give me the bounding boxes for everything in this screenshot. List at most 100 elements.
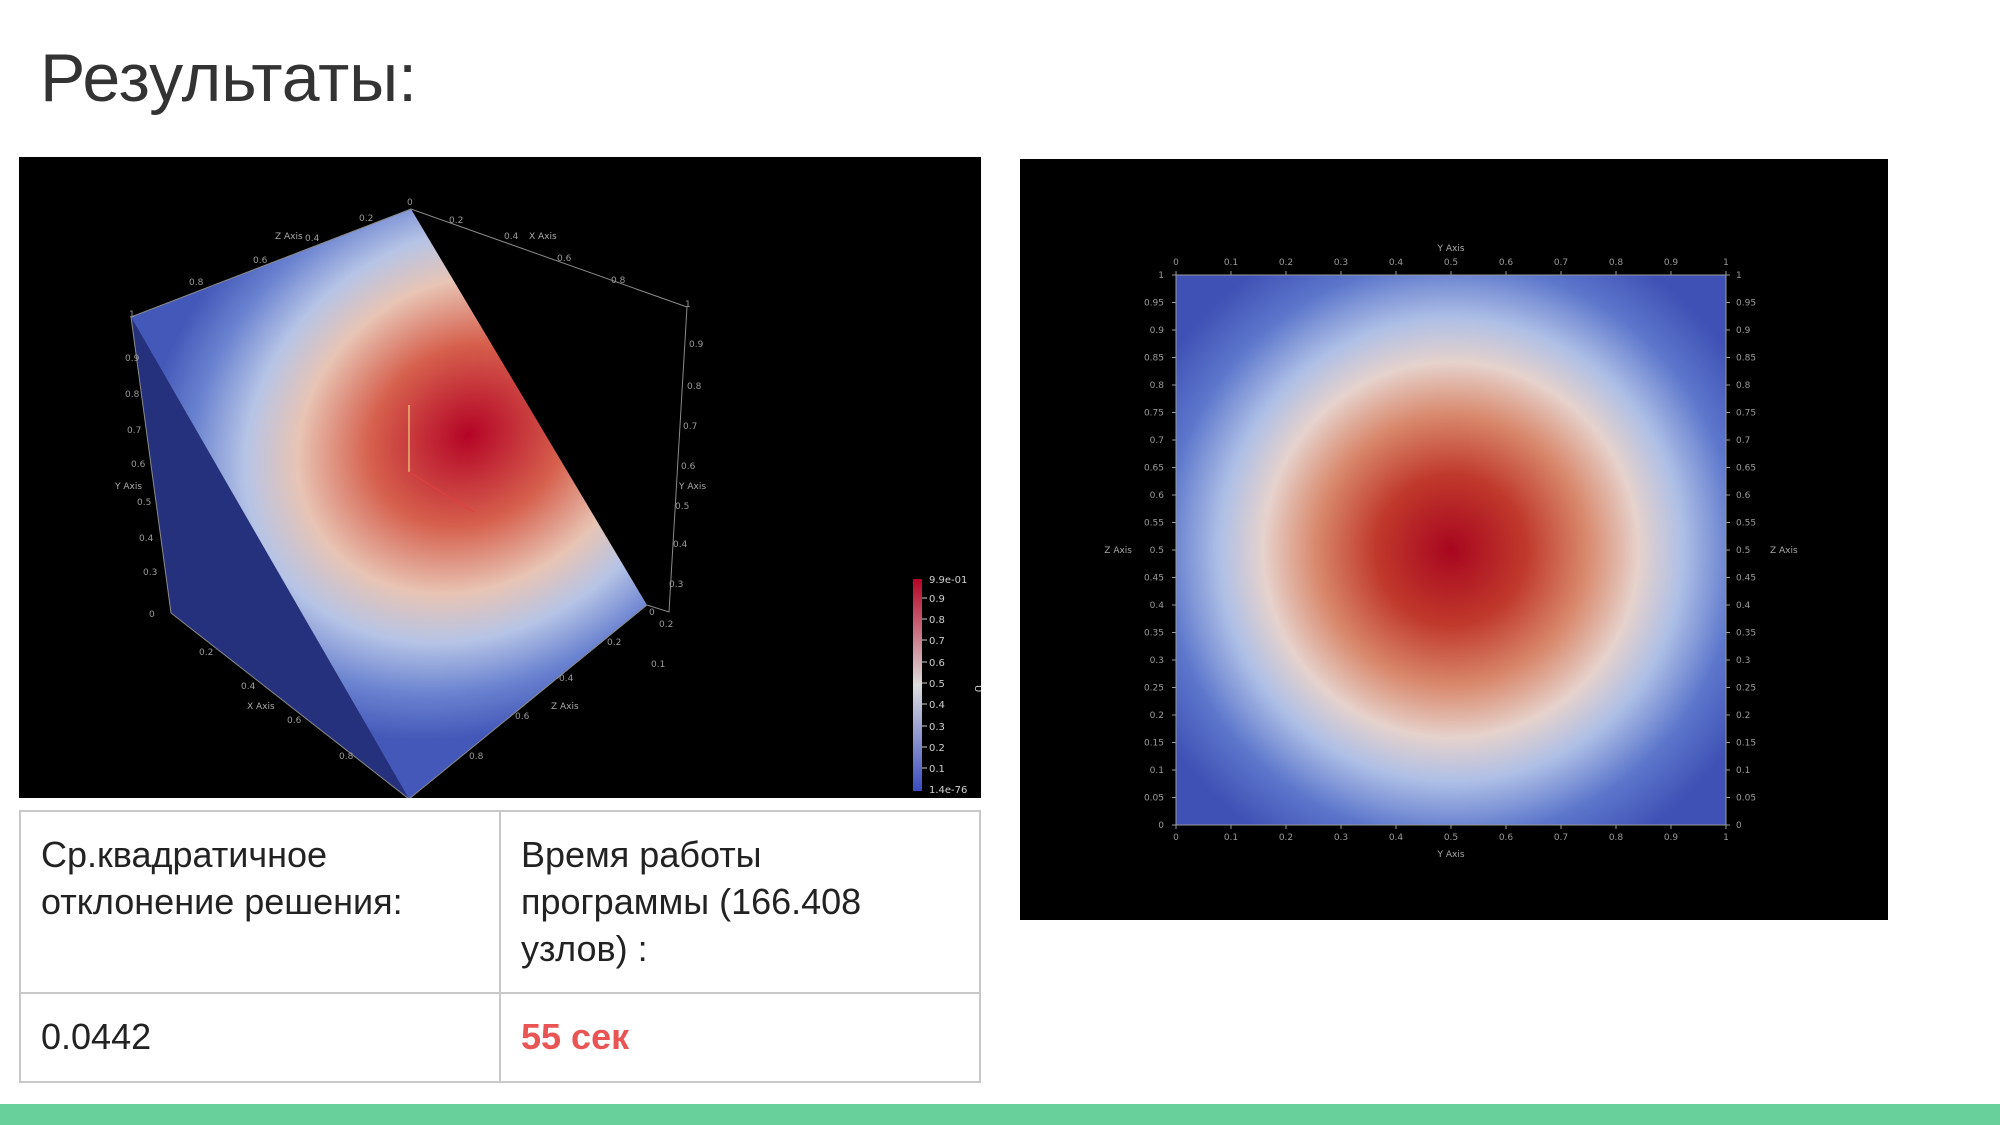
3d-x-axis-label-bottom: X Axis [247,702,275,712]
2d-heatmap [1176,275,1726,825]
y-tick-label-right: 0.05 [1736,794,1756,804]
y-tick-label-right: 0.7 [1736,436,1750,446]
svg-text:0.6: 0.6 [253,256,268,266]
colorbar-tick: 0.6 [929,658,945,669]
2d-axis-ticks: 0 0 0.1 0.1 0.2 0.2 0.3 0.3 0.4 0.4 0.5 0.5 0.6 0.6 0.… [1144,258,1756,843]
y-tick-label-left: 0.75 [1144,409,1164,419]
y-tick-label-right: 0.4 [1736,601,1751,611]
x-tick-label-bottom: 1 [1723,833,1729,843]
colorbar-tick: 0.4 [929,700,945,711]
y-tick-label-right: 0 [1736,821,1742,831]
table-value-row: 0.0442 55 сек [19,992,981,1084]
colorbar-title: U [972,685,981,692]
y-tick-label-left: 0.25 [1144,684,1164,694]
svg-text:0.3: 0.3 [669,580,683,590]
colorbar-tick: 0.2 [929,743,945,754]
3d-z-axis-label: Z Axis [275,232,303,242]
y-tick-label-right: 0.5 [1736,546,1750,556]
y-tick-label-right: 0.25 [1736,684,1756,694]
svg-text:0.6: 0.6 [287,716,302,726]
y-tick-label-left: 0.35 [1144,629,1164,639]
x-tick-label-top: 0.9 [1664,258,1679,268]
x-tick-label-top: 0.4 [1389,258,1404,268]
y-tick-label-left: 0.95 [1144,299,1164,309]
3d-z-axis-label-bottom: Z Axis [551,702,579,712]
x-tick-label-top: 1 [1723,258,1729,268]
2d-z-axis-label-left: Z Axis [1104,546,1132,556]
y-tick-label-right: 0.9 [1736,326,1751,336]
3d-render-view: 0 0.2 0.4 0.6 0.8 0.2 0.4 0.6 0.8 1 0.9 0.8 0.7 0.6… [19,157,981,798]
colorbar [913,579,922,791]
svg-text:0.3: 0.3 [143,568,157,578]
y-tick-label-left: 0.85 [1144,354,1164,364]
2d-render-svg: 0 0 0.1 0.1 0.2 0.2 0.3 0.3 0.4 0.4 0.5 0.5 0.6 0.6 0.… [1104,244,1798,860]
rmse-header-cell: Ср.квадратичное отклонение решения: [19,809,501,995]
2d-x-axis-label-bottom: Y Axis [1436,850,1464,860]
svg-text:0.8: 0.8 [339,752,354,762]
2d-render-view: 0 0 0.1 0.1 0.2 0.2 0.3 0.3 0.4 0.4 0.5 0.5 0.6 0.6 0.… [1020,159,1888,920]
svg-text:0.8: 0.8 [469,752,484,762]
svg-text:0.8: 0.8 [611,276,626,286]
footer-accent-bar [0,1104,2000,1125]
y-tick-label-left: 0.4 [1150,601,1165,611]
3d-y-axis-label-right: Y Axis [678,482,706,492]
x-tick-label-top: 0.8 [1609,258,1624,268]
y-tick-label-left: 1 [1158,271,1164,281]
x-tick-label-bottom: 0.2 [1279,833,1293,843]
colorbar-tick: 0.9 [929,594,945,605]
colorbar-tick: 0.5 [929,679,945,690]
runtime-value-cell: 55 сек [499,992,981,1084]
svg-text:0.7: 0.7 [127,426,141,436]
svg-text:0.4: 0.4 [504,232,519,242]
x-tick-label-top: 0.7 [1554,258,1568,268]
runtime-header-cell: Время работы программы (166.408 узлов) : [499,809,981,995]
x-tick-label-top: 0.1 [1224,258,1238,268]
x-tick-label-top: 0.5 [1444,258,1458,268]
y-tick-label-right: 0.75 [1736,409,1756,419]
table-header-row: Ср.квадратичное отклонение решения: Врем… [19,809,981,995]
results-table: Ср.квадратичное отклонение решения: Врем… [19,809,981,1084]
3d-render-svg: 0 0.2 0.4 0.6 0.8 0.2 0.4 0.6 0.8 1 0.9 0.8 0.7 0.6… [114,198,981,798]
svg-text:1: 1 [685,300,691,310]
svg-text:0.6: 0.6 [681,462,696,472]
svg-text:0: 0 [407,198,413,208]
y-tick-label-right: 0.95 [1736,299,1756,309]
svg-text:0.4: 0.4 [673,540,688,550]
y-tick-label-right: 0.1 [1736,766,1750,776]
y-tick-label-right: 0.3 [1736,656,1750,666]
svg-text:0.4: 0.4 [241,682,256,692]
svg-text:0.5: 0.5 [675,502,689,512]
svg-text:0.7: 0.7 [683,422,697,432]
svg-text:0.1: 0.1 [651,660,665,670]
svg-text:0.6: 0.6 [515,712,530,722]
y-tick-label-right: 0.35 [1736,629,1756,639]
y-tick-label-left: 0.5 [1150,546,1164,556]
svg-text:0.6: 0.6 [131,460,146,470]
y-tick-label-left: 0.65 [1144,464,1164,474]
y-tick-label-left: 0.3 [1150,656,1164,666]
y-tick-label-left: 0.6 [1150,491,1165,501]
svg-text:0: 0 [149,610,155,620]
x-tick-label-top: 0 [1173,258,1179,268]
svg-text:0.8: 0.8 [687,382,702,392]
x-tick-label-top: 0.2 [1279,258,1293,268]
3d-axes-grid [130,208,688,798]
slide-title: Результаты: [40,40,418,116]
colorbar-tick: 0.1 [929,764,945,775]
x-tick-label-top: 0.3 [1334,258,1348,268]
svg-text:0.9: 0.9 [125,354,140,364]
y-tick-label-left: 0.2 [1150,711,1164,721]
y-tick-label-left: 0.7 [1150,436,1164,446]
y-tick-label-right: 0.6 [1736,491,1751,501]
svg-text:0.2: 0.2 [659,620,673,630]
svg-text:0.5: 0.5 [137,498,151,508]
y-tick-label-left: 0.15 [1144,739,1164,749]
2d-x-axis-label-top: Y Axis [1436,244,1464,254]
y-tick-label-left: 0.1 [1150,766,1164,776]
svg-text:0: 0 [649,608,655,618]
svg-text:0.6: 0.6 [557,254,572,264]
3d-x-axis-label-top: X Axis [529,232,557,242]
colorbar-tick: 0.8 [929,615,945,626]
x-tick-label-bottom: 0.4 [1389,833,1404,843]
svg-text:0.4: 0.4 [559,674,574,684]
